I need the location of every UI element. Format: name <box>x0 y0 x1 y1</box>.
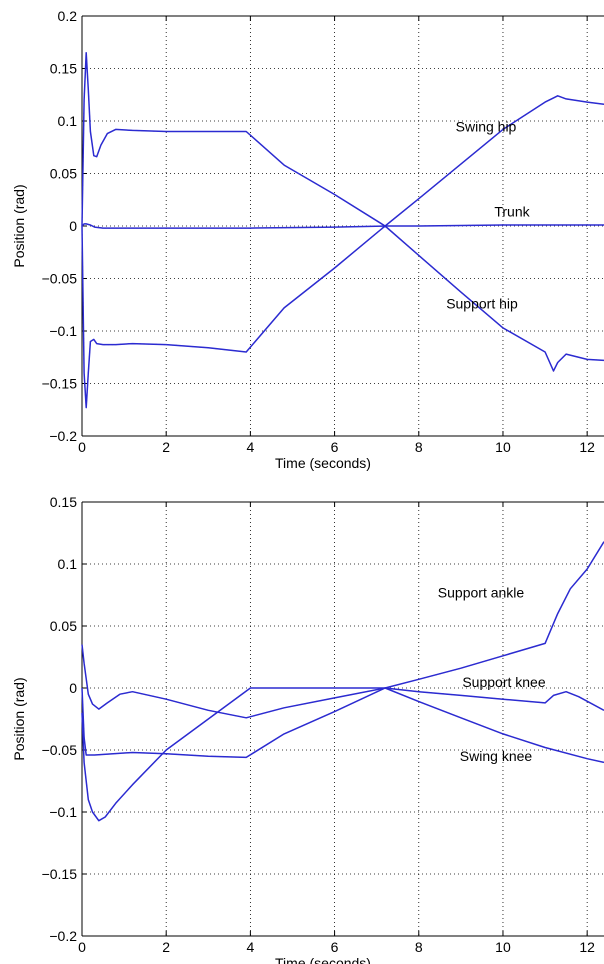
x-tick-label: 2 <box>162 939 170 955</box>
y-axis-label: Position (rad) <box>11 677 27 760</box>
y-tick-label: −0.1 <box>49 804 77 820</box>
x-tick-label: 0 <box>78 939 86 955</box>
x-tick-label: 4 <box>246 439 254 455</box>
y-tick-label: 0.1 <box>58 556 78 572</box>
y-tick-label: −0.2 <box>49 928 77 944</box>
series-line <box>81 52 604 227</box>
y-tick-label: 0.15 <box>50 61 77 77</box>
y-tick-label: −0.05 <box>42 271 78 287</box>
y-tick-label: 0 <box>69 680 77 696</box>
x-tick-label: 8 <box>415 939 423 955</box>
x-tick-label: 12 <box>579 939 595 955</box>
x-tick-label: 10 <box>495 939 511 955</box>
x-tick-label: 0 <box>78 439 86 455</box>
series-line <box>81 223 604 229</box>
series-label: Support ankle <box>438 585 525 601</box>
x-tick-label: 6 <box>331 439 339 455</box>
y-tick-label: 0.2 <box>58 8 78 24</box>
x-axis-label: Time (seconds) <box>275 455 371 471</box>
series-reference-line <box>81 225 604 408</box>
y-tick-label: −0.1 <box>49 323 77 339</box>
x-tick-label: 12 <box>579 439 595 455</box>
y-tick-label: 0 <box>69 218 77 234</box>
y-tick-label: 0.05 <box>50 618 77 634</box>
series-label: Support hip <box>446 296 518 312</box>
x-tick-label: 4 <box>246 939 254 955</box>
chart-top-hip-trunk: 0 2 4 6 8 10 12 −0.2 −0.15 −0.1 −0.05 0 0.05 0.1 0.15 0… <box>11 8 604 471</box>
series-line <box>81 225 604 409</box>
x-axis-label: Time (seconds) <box>275 955 371 964</box>
x-tick-label: 10 <box>495 439 511 455</box>
series-label: Support knee <box>462 674 545 690</box>
x-tick-label: 6 <box>331 939 339 955</box>
series-label: Swing hip <box>456 118 517 134</box>
series-label: Swing knee <box>460 748 533 764</box>
y-tick-label: −0.2 <box>49 428 77 444</box>
y-tick-label: −0.15 <box>42 866 78 882</box>
x-tick-label: 8 <box>415 439 423 455</box>
series-label: Trunk <box>494 203 530 219</box>
series-line <box>81 541 604 822</box>
x-tick-label: 2 <box>162 439 170 455</box>
series-line <box>81 687 604 764</box>
y-tick-label: 0.15 <box>50 494 77 510</box>
y-tick-label: −0.15 <box>42 376 78 392</box>
y-tick-label: 0.05 <box>50 166 77 182</box>
y-tick-label: 0.1 <box>58 113 78 129</box>
y-tick-label: −0.05 <box>42 742 78 758</box>
series-line <box>81 644 604 719</box>
y-axis-label: Position (rad) <box>11 184 27 267</box>
chart-bottom-knee-ankle: 0 2 4 6 8 10 12 −0.2 −0.15 −0.1 −0.05 0 0.05 0.1 0.15 T… <box>11 494 604 964</box>
